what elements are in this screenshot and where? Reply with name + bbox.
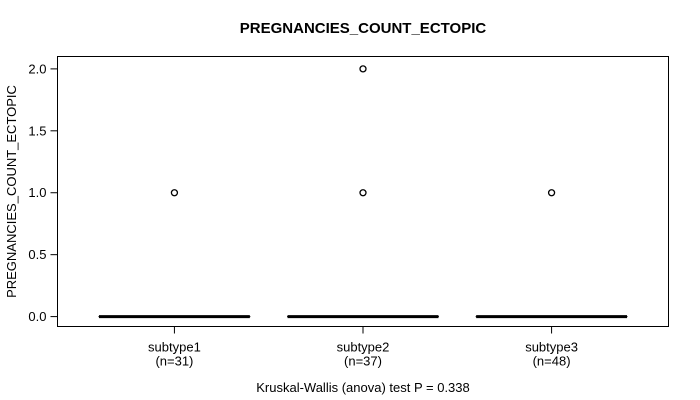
category-label: subtype3 bbox=[525, 340, 578, 355]
outlier-point bbox=[170, 189, 179, 197]
test-annotation: Kruskal-Wallis (anova) test P = 0.338 bbox=[256, 380, 470, 395]
y-tick-label: 1.5 bbox=[28, 123, 46, 138]
y-tick-label: 1.0 bbox=[28, 185, 46, 200]
category-sublabel: (n=37) bbox=[344, 354, 382, 369]
outlier-point bbox=[547, 189, 556, 197]
y-tick-label: 0.5 bbox=[28, 247, 46, 262]
outlier-point bbox=[359, 189, 367, 197]
category-sublabel: (n=31) bbox=[155, 354, 193, 369]
category-label: subtype1 bbox=[148, 340, 201, 355]
y-axis-label: PREGNANCIES_COUNT_ECTOPIC bbox=[4, 85, 19, 298]
y-tick-label: 0.0 bbox=[28, 309, 46, 324]
y-tick-label: 2.0 bbox=[28, 61, 46, 76]
category-label: subtype2 bbox=[337, 340, 390, 355]
chart-title: PREGNANCIES_COUNT_ECTOPIC bbox=[240, 20, 487, 37]
outlier-point bbox=[359, 65, 367, 73]
plot-border bbox=[57, 56, 669, 327]
category-sublabel: (n=48) bbox=[533, 354, 571, 369]
